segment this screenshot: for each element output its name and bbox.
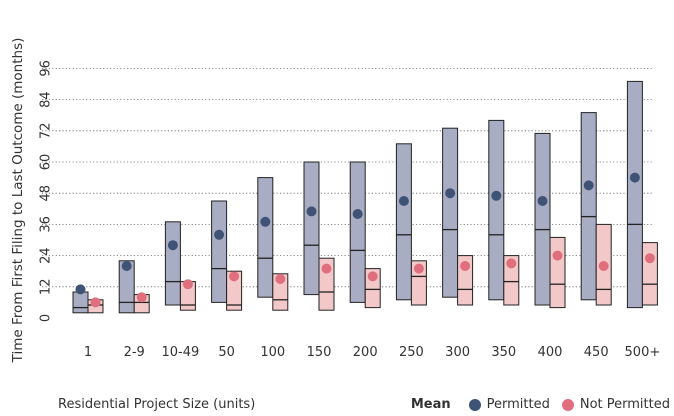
legend-dot-not-permitted (561, 398, 574, 411)
legend-label-permitted: Permitted (486, 397, 550, 412)
legend-item-permitted: Permitted (468, 397, 550, 412)
x-tick-label: 1 (84, 345, 92, 360)
box-permitted (257, 177, 274, 298)
mean-dot-not-permitted (275, 274, 286, 284)
y-tick-label: 96 (39, 60, 54, 77)
x-tick-labels: 1 2-9 10-49 50 100 150 200 250 300 350 400 450 500+ (84, 345, 660, 360)
x-tick-label: 300 (445, 345, 470, 360)
mean-dot-permitted (260, 216, 271, 227)
x-tick-label: 150 (307, 345, 332, 360)
mean-dot-not-permitted (182, 279, 193, 290)
x-axis-title: Residential Project Size (units) (58, 397, 256, 412)
x-tick-label: 200 (353, 345, 378, 360)
mean-dot-not-permitted (644, 253, 655, 264)
box-permitted (626, 80, 643, 309)
mean-dot-not-permitted (321, 263, 332, 274)
box-permitted (488, 119, 505, 301)
box-permitted (534, 132, 551, 306)
legend-dot-permitted (468, 398, 481, 411)
box-permitted (72, 291, 89, 314)
x-tick-label: 100 (260, 345, 285, 360)
box-permitted (211, 200, 228, 303)
mean-dot-permitted (167, 240, 178, 251)
mean-dot-permitted (629, 172, 640, 183)
x-tick-label: 250 (399, 345, 424, 360)
mean-dot-permitted (306, 206, 317, 217)
mean-dot-permitted (537, 196, 548, 206)
box-permitted (442, 127, 459, 298)
y-tick-labels: 0 12 24 36 48 60 72 84 96 (39, 60, 54, 322)
mean-dot-not-permitted (460, 261, 471, 271)
legend: Mean Permitted Not Permitted (411, 397, 670, 412)
box-not-permitted (226, 270, 243, 311)
x-tick-label: 10-49 (162, 345, 200, 360)
y-tick-label: 72 (39, 123, 54, 140)
mean-dot-not-permitted (413, 263, 424, 274)
mean-dot-not-permitted (552, 250, 563, 261)
box-series (72, 80, 658, 314)
y-axis-title: Time From First Filing to Last Outcome (… (10, 38, 26, 364)
x-tick-label: 450 (584, 345, 609, 360)
legend-item-not-permitted: Not Permitted (561, 397, 670, 412)
x-tick-label: 350 (491, 345, 516, 360)
box-not-permitted (503, 255, 520, 306)
mean-dot-not-permitted (367, 271, 378, 282)
legend-label-not-permitted: Not Permitted (579, 397, 670, 412)
mean-dot-permitted (121, 261, 132, 271)
y-tick-label: 48 (39, 185, 54, 202)
box-plot-chart: 0 12 24 36 48 60 72 84 96 1 2-9 10-49 50 100 150 200 25… (10, 38, 660, 364)
box-not-permitted (641, 242, 658, 306)
y-tick-label: 36 (39, 216, 54, 233)
x-tick-label: 2-9 (124, 345, 145, 360)
box-permitted (349, 161, 366, 303)
chart-footer: Residential Project Size (units) Mean Pe… (0, 393, 674, 416)
y-tick-label: 24 (39, 247, 54, 264)
mean-dot-permitted (352, 209, 363, 219)
mean-dot-not-permitted (229, 271, 240, 282)
y-tick-label: 12 (39, 279, 54, 296)
mean-dot-not-permitted (90, 297, 101, 308)
mean-dot-not-permitted (598, 261, 609, 271)
y-tick-label: 84 (39, 91, 54, 108)
x-tick-label: 400 (538, 345, 563, 360)
box-permitted (303, 161, 320, 296)
box-not-permitted (272, 273, 289, 311)
box-not-permitted (549, 236, 566, 309)
mean-dot-permitted (398, 196, 409, 206)
mean-dot-permitted (491, 190, 502, 201)
x-tick-label: 500+ (625, 345, 661, 360)
legend-title: Mean (410, 397, 451, 412)
mean-dot-permitted (583, 180, 594, 191)
mean-dot-permitted (445, 188, 456, 199)
mean-dot-not-permitted (136, 292, 147, 303)
box-permitted (580, 112, 597, 301)
y-tick-label: 0 (39, 314, 54, 322)
mean-dot-not-permitted (506, 258, 517, 269)
y-tick-label: 60 (39, 154, 54, 171)
box-permitted (118, 260, 135, 314)
mean-dot-permitted (214, 229, 225, 240)
box-permitted (164, 221, 181, 306)
x-tick-label: 50 (218, 345, 235, 360)
mean-dot-permitted (75, 284, 86, 295)
box-permitted (395, 143, 412, 301)
